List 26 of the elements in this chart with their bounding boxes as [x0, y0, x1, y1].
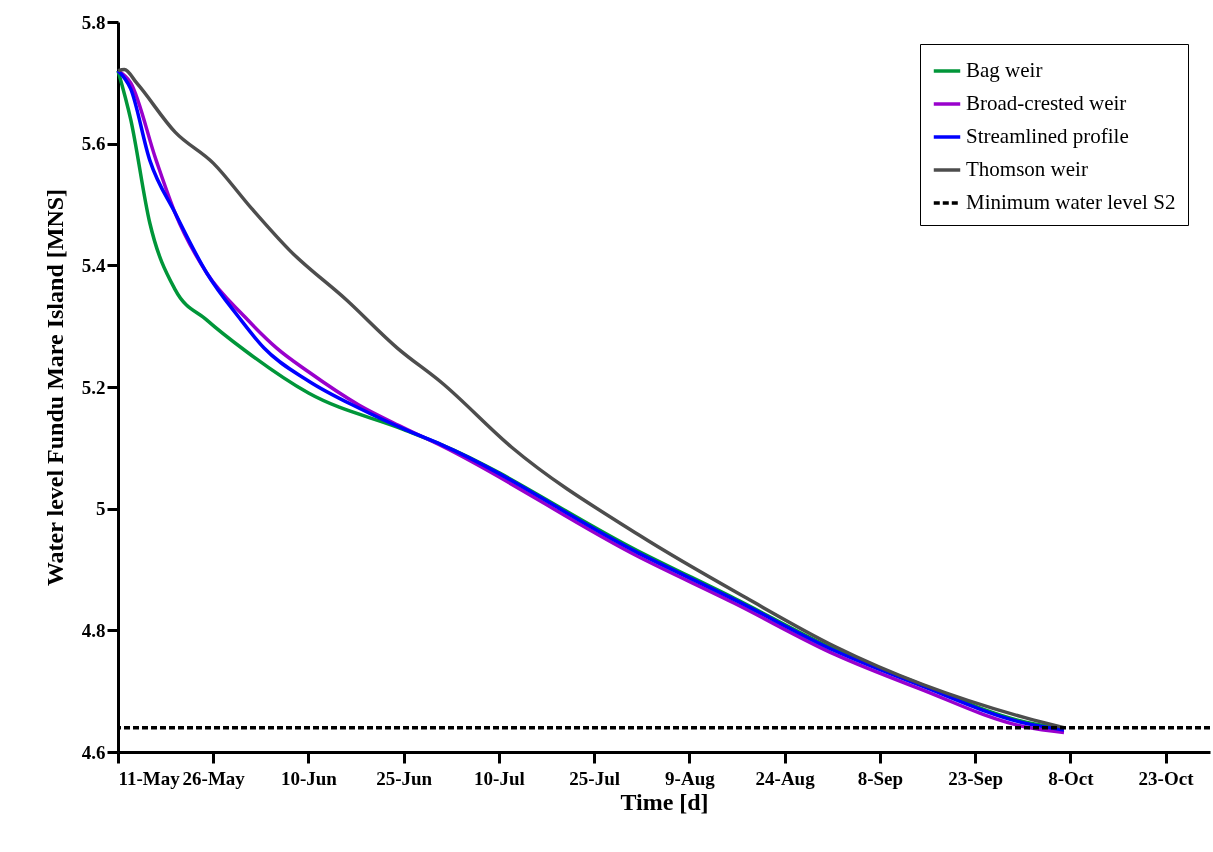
x-tick-label: 24-Aug: [755, 767, 816, 789]
y-tick-label: 5: [96, 498, 106, 520]
y-tick-label: 5.2: [81, 376, 106, 398]
x-tick-label: 23-Oct: [1138, 767, 1195, 789]
legend-label: Thomson weir: [966, 157, 1088, 181]
x-axis-title: Time [d]: [620, 788, 709, 815]
x-tick-label: 23-Sep: [948, 767, 1004, 789]
legend-label: Streamlined profile: [966, 124, 1129, 148]
legend-label: Minimum water level S2: [966, 190, 1176, 214]
y-tick-label: 5.8: [81, 11, 106, 33]
y-tick-label: 5.4: [81, 254, 106, 276]
legend-label: Broad-crested weir: [966, 91, 1127, 115]
x-tick-label: 26-May: [182, 767, 246, 789]
x-tick-label: 8-Oct: [1048, 767, 1095, 789]
y-tick-label: 4.6: [81, 741, 106, 763]
x-tick-label: 10-Jun: [280, 767, 338, 789]
legend-label: Bag weir: [966, 58, 1043, 82]
x-tick-label: 10-Jul: [474, 767, 525, 789]
y-tick-label: 5.6: [81, 133, 106, 155]
x-tick-label: 25-Jul: [569, 767, 621, 789]
y-axis-title: Water level Fundu Mare Island [MNS]: [41, 188, 68, 587]
x-tick-label: 11-May: [118, 767, 181, 789]
x-tick-label: 9-Aug: [665, 767, 716, 789]
y-tick-label: 4.8: [81, 619, 106, 641]
x-tick-label: 25-Jun: [376, 767, 433, 789]
x-tick-label: 8-Sep: [857, 767, 904, 789]
